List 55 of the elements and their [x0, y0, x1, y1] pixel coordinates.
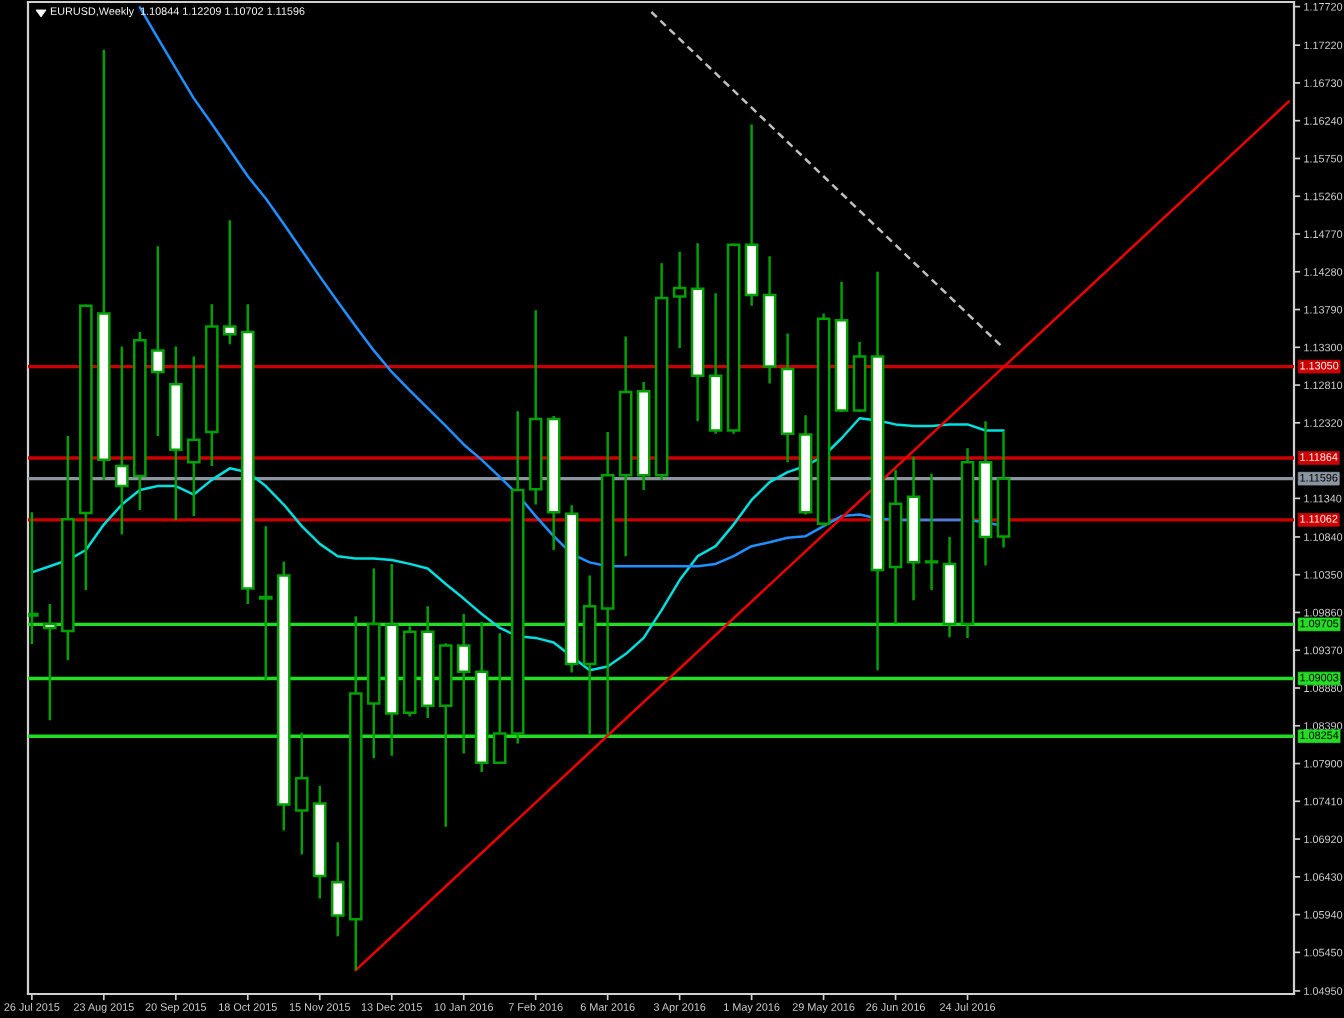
candlestick — [312, 784, 327, 900]
candlestick — [240, 302, 255, 606]
candlestick — [564, 504, 579, 674]
candlestick — [960, 447, 975, 640]
candlestick — [222, 218, 237, 346]
candlestick — [528, 309, 543, 506]
candlestick — [97, 48, 111, 482]
candlestick — [798, 413, 813, 516]
candlestick — [978, 420, 993, 567]
line-series — [30, 416, 1005, 672]
candlestick — [654, 262, 669, 482]
candlestick — [384, 562, 399, 758]
candlestick — [258, 524, 273, 682]
candlestick — [204, 302, 219, 468]
candlestick — [366, 567, 381, 760]
candlestick — [924, 472, 939, 592]
candlestick — [672, 250, 687, 350]
candlestick — [348, 615, 363, 972]
candlestick — [294, 731, 309, 856]
candlestick — [402, 625, 417, 718]
candlestick — [942, 535, 957, 639]
candlestick — [618, 335, 633, 558]
candlestick — [996, 430, 1011, 549]
candlestick — [492, 632, 507, 765]
candlestick — [456, 612, 471, 755]
candlestick — [276, 560, 291, 832]
candlestick — [582, 574, 597, 736]
candlestick — [168, 345, 183, 522]
candlestick — [61, 434, 75, 662]
candlestick — [150, 245, 165, 438]
candlestick — [708, 292, 723, 435]
candlestick — [546, 414, 561, 552]
candlestick — [690, 242, 705, 423]
candlestick — [330, 840, 345, 938]
candlestick — [726, 242, 741, 435]
candlestick — [186, 355, 201, 518]
candlestick — [762, 255, 777, 385]
candlestick — [870, 270, 885, 672]
candlestick — [852, 340, 867, 414]
candlestick — [636, 380, 651, 492]
candlestick — [438, 642, 453, 828]
candlestick — [79, 302, 93, 592]
candlestick — [600, 430, 615, 736]
candlestick — [780, 332, 795, 464]
candlestick — [906, 455, 921, 602]
candlestick — [744, 123, 759, 307]
candlestick — [132, 330, 147, 512]
candlestick — [474, 620, 489, 774]
candlestick — [888, 468, 903, 626]
candlestick — [816, 312, 831, 528]
candlestick — [420, 605, 435, 720]
candlestick — [115, 345, 129, 536]
candlestick — [43, 602, 57, 722]
candlestick — [510, 410, 525, 745]
candlestick — [834, 280, 849, 414]
